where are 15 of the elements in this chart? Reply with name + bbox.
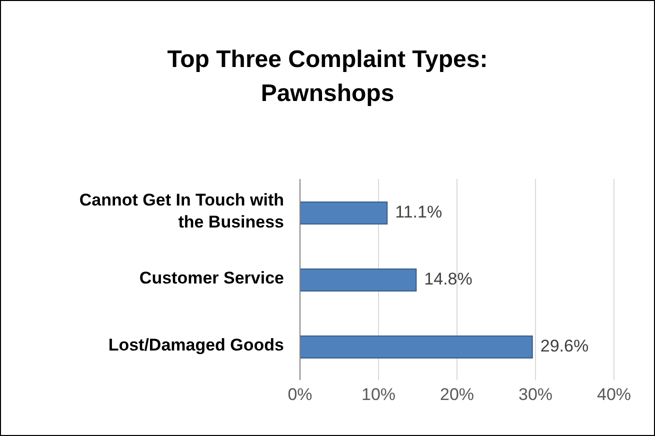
bar <box>300 202 388 224</box>
x-tick-label: 40% <box>596 385 632 404</box>
x-tick-label: 0% <box>288 385 312 404</box>
data-label: 29.6% <box>540 336 589 356</box>
y-tick-label: Cannot Get In Touch with the Business <box>79 190 284 232</box>
x-tick-label: 20% <box>440 385 474 404</box>
x-tick-label: 10% <box>361 385 396 404</box>
bar <box>300 336 533 358</box>
x-tick-label: 30% <box>518 385 553 404</box>
data-label: 11.1% <box>395 202 442 222</box>
data-label: 14.8% <box>424 269 472 288</box>
bar <box>300 268 417 292</box>
y-tick-label: Customer Service <box>139 268 284 288</box>
chart-title: Top Three Complaint Types: Pawnshops <box>166 45 489 109</box>
y-tick-label: Lost/Damaged Goods <box>108 336 284 355</box>
